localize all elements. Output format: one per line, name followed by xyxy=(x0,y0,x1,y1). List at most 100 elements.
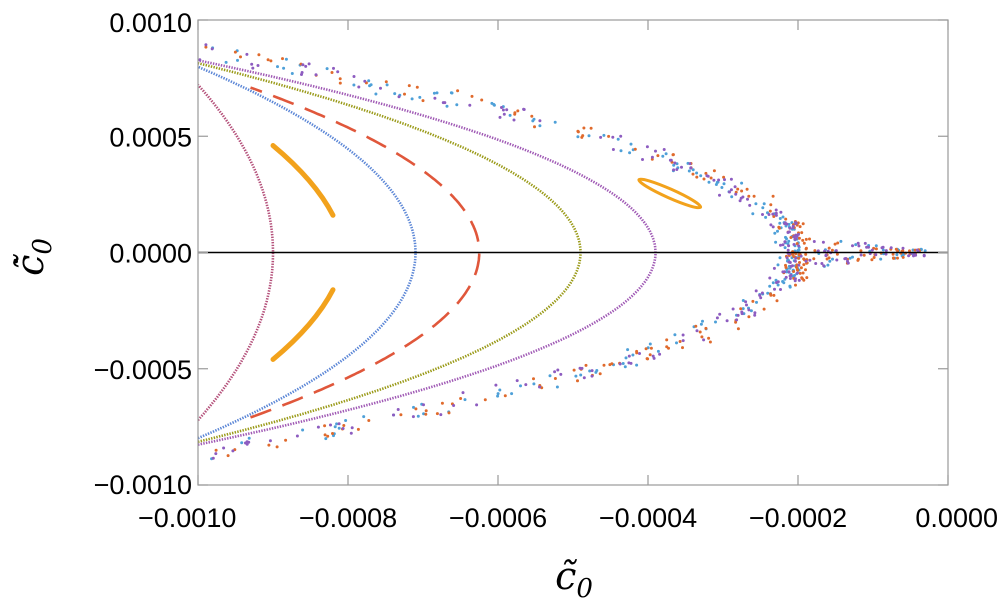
chaotic-point xyxy=(648,353,652,357)
chaotic-point xyxy=(337,422,341,426)
chaotic-point xyxy=(715,316,719,320)
series-orbit-10 xyxy=(198,43,926,460)
y-tick-label: 0.0010 xyxy=(109,8,192,38)
chaotic-point xyxy=(908,249,911,253)
chaotic-point xyxy=(576,129,580,133)
chaotic-point xyxy=(290,72,294,75)
chaotic-point xyxy=(788,274,792,278)
orbit-curve xyxy=(198,83,275,422)
chaotic-point xyxy=(733,185,737,189)
chaotic-point xyxy=(594,370,598,374)
chaotic-point xyxy=(415,85,419,89)
chaotic-point xyxy=(779,243,782,247)
chaotic-point xyxy=(224,60,228,64)
chaotic-point xyxy=(421,99,425,103)
chaotic-point xyxy=(827,256,831,260)
chaotic-point xyxy=(689,166,693,170)
chaotic-point xyxy=(533,125,536,129)
chaotic-point xyxy=(804,259,808,263)
chaotic-point xyxy=(808,237,811,241)
chaotic-point xyxy=(778,217,782,220)
chaotic-point xyxy=(796,271,799,275)
chaotic-point xyxy=(874,253,878,257)
chaotic-point xyxy=(734,192,738,196)
chaotic-point xyxy=(433,96,437,100)
chaotic-point xyxy=(754,202,758,206)
chaotic-point xyxy=(794,283,797,287)
chaotic-point xyxy=(797,263,801,267)
chaotic-point xyxy=(211,456,215,460)
chaotic-point xyxy=(714,183,718,186)
chaotic-point xyxy=(403,92,406,96)
chaotic-point xyxy=(503,394,507,398)
chaotic-point xyxy=(834,249,838,253)
chaotic-point xyxy=(627,361,631,365)
chaotic-point xyxy=(559,372,563,376)
chaotic-point xyxy=(330,71,334,74)
chaotic-point xyxy=(783,240,787,244)
chaotic-point xyxy=(412,405,415,409)
chaotic-point xyxy=(774,208,778,212)
chaotic-point xyxy=(754,289,758,293)
chaotic-point xyxy=(691,172,695,176)
chaotic-point xyxy=(553,377,557,380)
chaotic-point xyxy=(455,103,459,107)
chaotic-point xyxy=(773,231,777,235)
chaotic-point xyxy=(776,263,780,267)
chaotic-point xyxy=(856,257,860,261)
chaotic-point xyxy=(475,403,479,407)
chaotic-point xyxy=(449,91,453,95)
y-tick-label: 0.0000 xyxy=(109,239,192,269)
chaotic-point xyxy=(463,398,467,402)
chaotic-point xyxy=(301,428,305,432)
chaotic-point xyxy=(741,299,745,302)
chaotic-point xyxy=(530,114,534,118)
chaotic-point xyxy=(797,232,800,236)
chaotic-point xyxy=(268,439,272,443)
chaotic-point xyxy=(741,307,745,311)
chaotic-point xyxy=(794,256,798,260)
chaotic-point xyxy=(576,135,580,139)
chaotic-point xyxy=(771,225,775,229)
chaotic-point xyxy=(352,75,356,78)
chaotic-point xyxy=(752,194,756,198)
chaotic-point xyxy=(762,202,766,206)
chaotic-point xyxy=(895,253,899,257)
chaotic-point xyxy=(384,80,388,84)
chaotic-point xyxy=(736,187,740,191)
chaotic-point xyxy=(787,244,791,248)
chaotic-point xyxy=(831,257,834,261)
chaotic-point xyxy=(797,236,801,240)
chaotic-point xyxy=(739,307,743,311)
chaotic-point xyxy=(859,253,863,257)
chaotic-point xyxy=(435,412,439,416)
chaotic-point xyxy=(652,356,656,360)
chaotic-point xyxy=(665,338,669,342)
chaotic-point xyxy=(374,92,378,96)
chaotic-point xyxy=(722,182,726,186)
chaotic-point xyxy=(461,391,465,395)
chaotic-point xyxy=(301,63,305,67)
chaotic-point xyxy=(510,392,514,396)
chaotic-point xyxy=(337,426,341,430)
chaotic-point xyxy=(884,249,888,253)
chaotic-point xyxy=(856,241,860,245)
chaotic-point xyxy=(245,442,249,446)
chaotic-point xyxy=(755,300,758,304)
chaotic-point xyxy=(584,363,588,367)
chaotic-point xyxy=(760,291,764,295)
chaotic-point xyxy=(776,229,779,233)
chaotic-point xyxy=(282,66,286,70)
chaotic-point xyxy=(204,43,208,47)
chaotic-point xyxy=(826,263,830,267)
chaotic-point xyxy=(688,162,692,166)
chaotic-point xyxy=(333,425,337,429)
chaotic-point xyxy=(664,152,668,156)
chaotic-point xyxy=(602,363,606,367)
chaotic-point xyxy=(300,71,304,74)
chaotic-point xyxy=(796,248,800,252)
chaotic-point xyxy=(827,246,831,250)
chaotic-point xyxy=(892,256,896,260)
series-orbit-4 xyxy=(250,86,481,419)
chaotic-point xyxy=(516,109,520,113)
